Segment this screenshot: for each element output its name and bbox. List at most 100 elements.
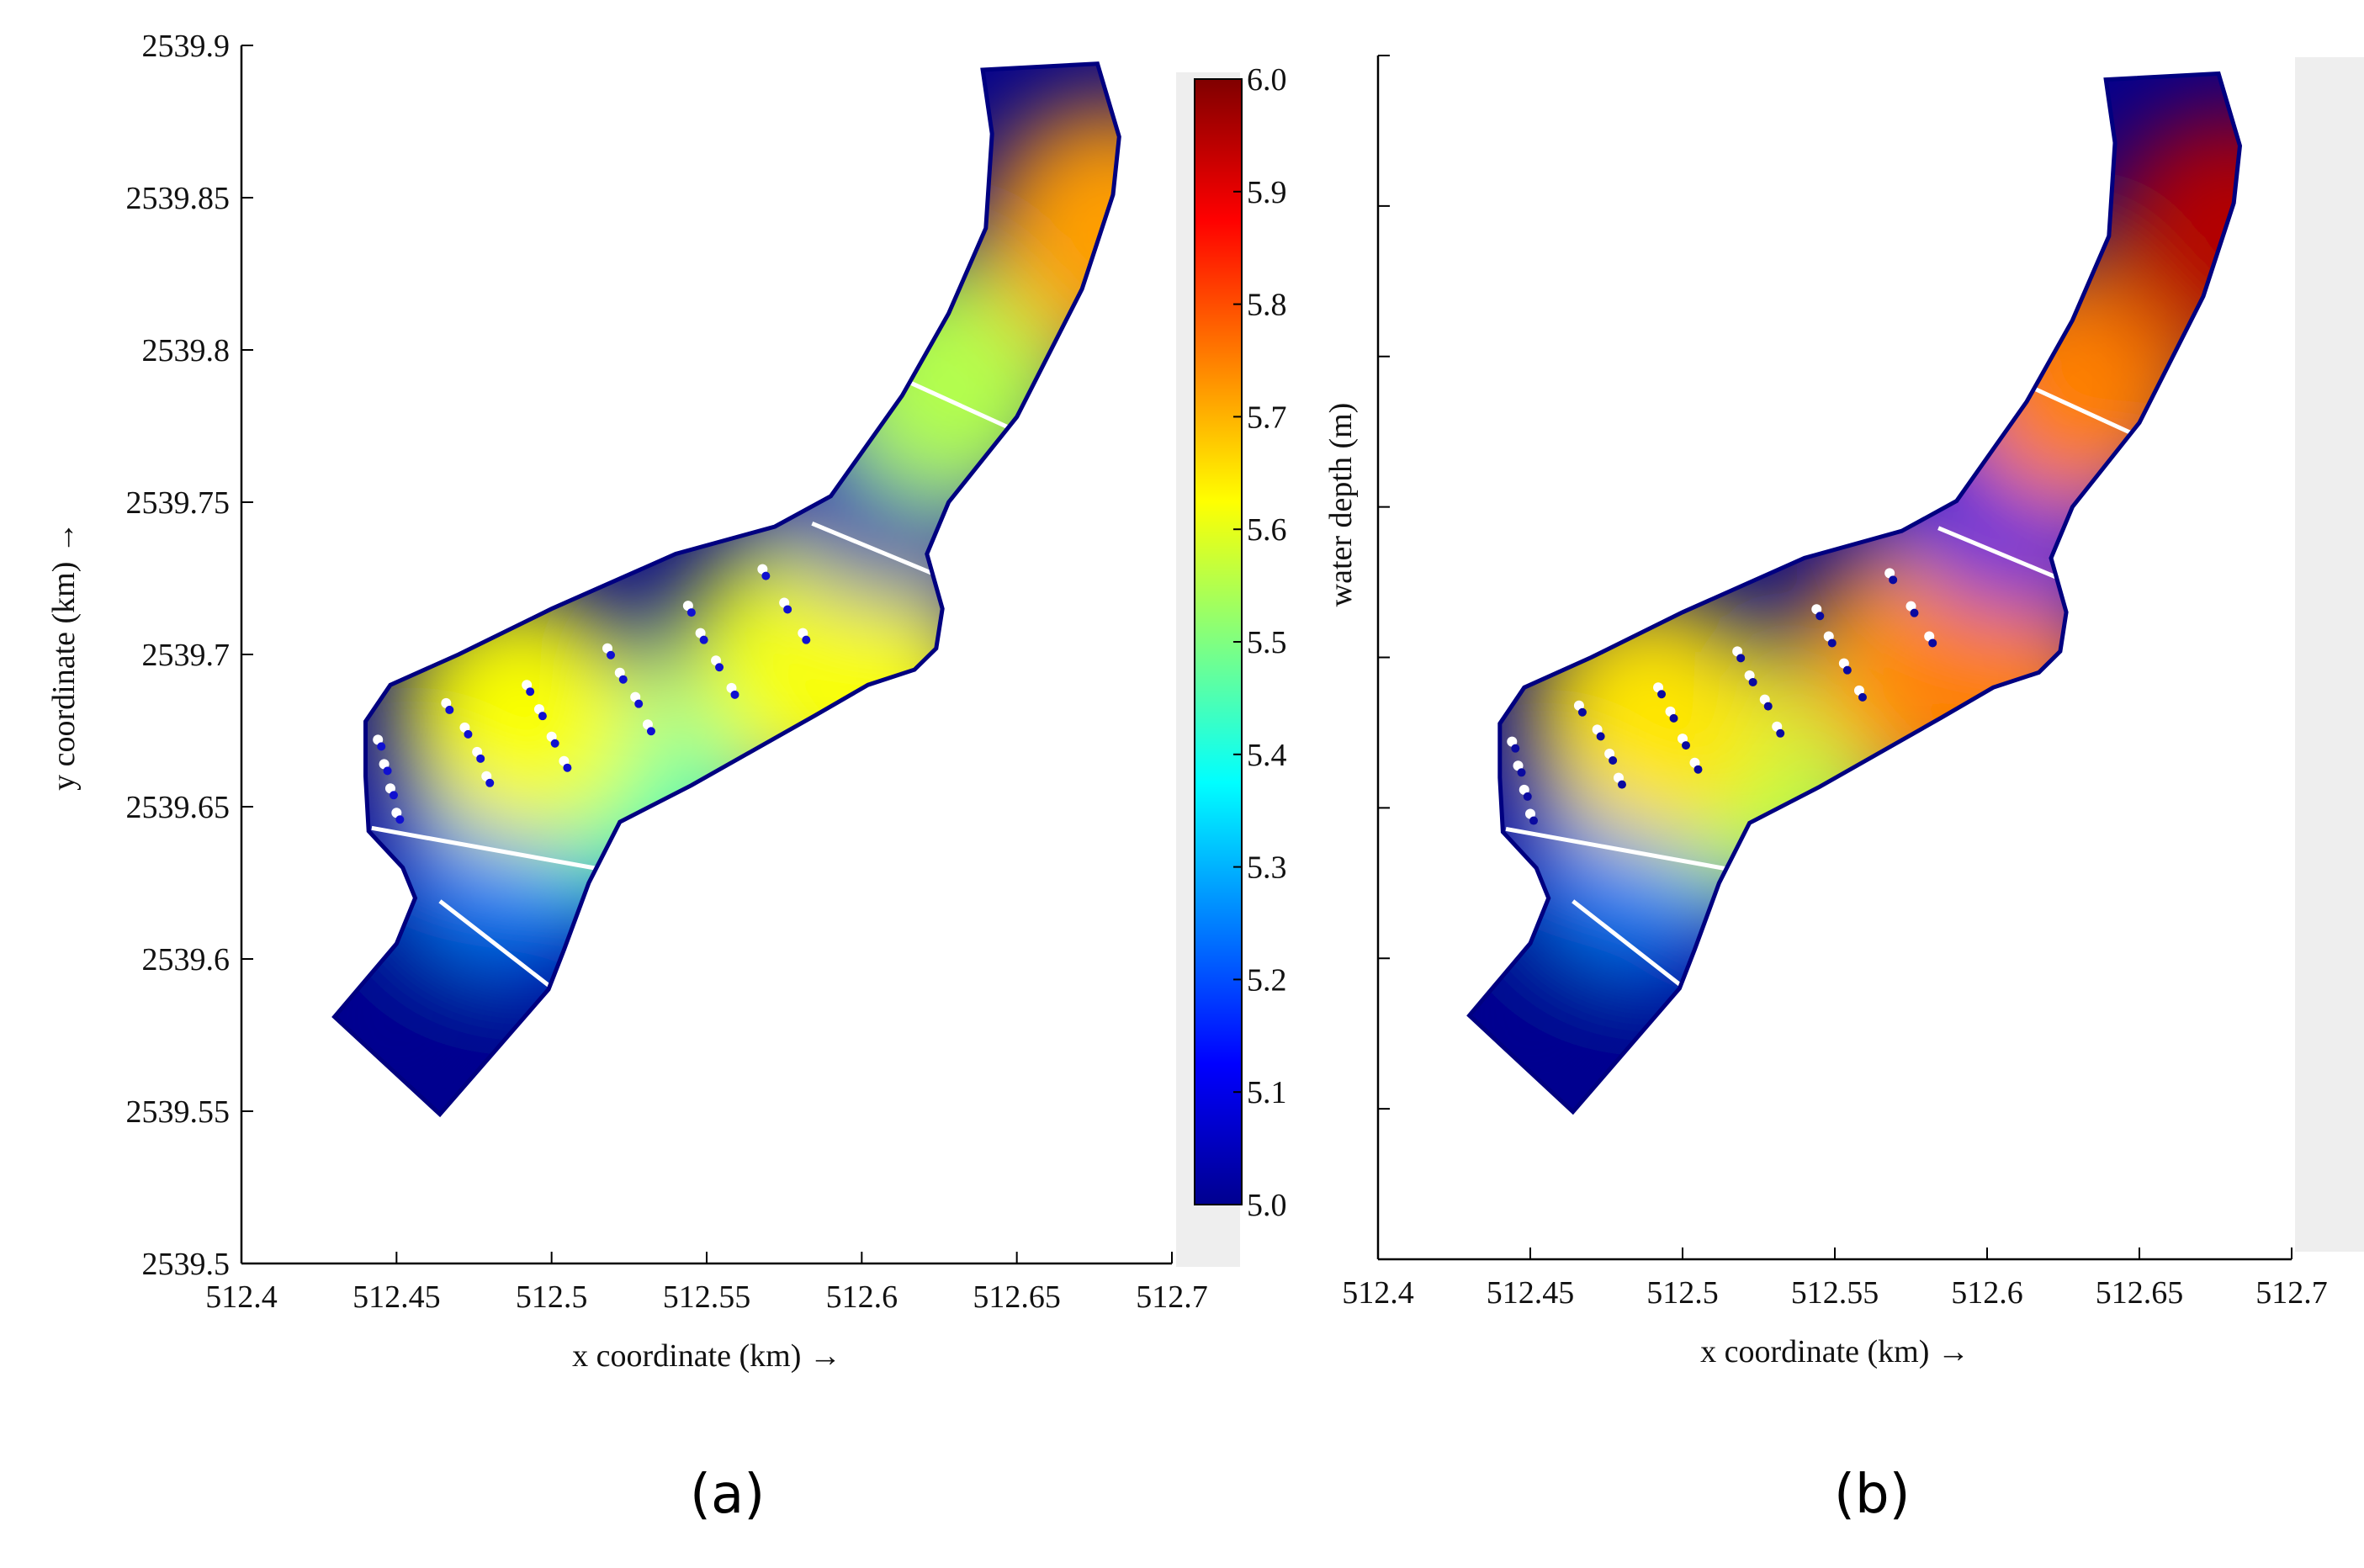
groyne-dot-5-1 (1906, 601, 1916, 612)
groyne-shadow-3-3 (1776, 728, 1785, 738)
groyne-dot-4-1 (1823, 631, 1834, 642)
groyne-shadow-0-1 (383, 766, 392, 776)
groyne-shadow-4-0 (1815, 612, 1825, 621)
panel-b-plot: 512.4 512.45 512.5 512.55 512.6 512.65 512.7 x … (1323, 55, 2328, 1369)
groyne-shadow-1-3 (1617, 780, 1626, 789)
depth-field (334, 63, 1120, 1115)
panel-b-right-strip (2295, 57, 2364, 1252)
x-tick-label-0: 512.4 (1342, 1275, 1414, 1311)
groyne-shadow-3-1 (1748, 677, 1757, 686)
groyne-dot-0-0 (373, 734, 384, 745)
groyne-dot-1-1 (459, 722, 470, 733)
groyne-dot-2-1 (533, 704, 544, 715)
channel-outline (331, 61, 1121, 1118)
groyne-shadow-0-3 (1529, 816, 1538, 825)
x-tick-label-6: 512.7 (2255, 1275, 2328, 1311)
colorbar-tick-label-6: 5.6 (1247, 512, 1287, 548)
groyne-shadow-1-3 (485, 778, 495, 787)
groyne-shadow-1-0 (1577, 707, 1587, 717)
groyne-shadow-4-3 (1858, 692, 1867, 702)
groyne-dot-3-1 (614, 667, 625, 678)
channel-outline (1466, 71, 2243, 1115)
groyne-dot-5-2 (798, 628, 808, 638)
groyne-dot-3-1 (1744, 670, 1755, 681)
cross-section-line-2 (1937, 526, 2076, 587)
groyne-shadow-1-2 (1609, 755, 1618, 765)
colorbar-label: water depth (m) (1323, 403, 1359, 607)
x-tick-label-3: 512.55 (663, 1279, 751, 1315)
panel-label-b: (b) (1834, 1464, 1911, 1526)
groyne-shadow-3-0 (607, 650, 616, 660)
groyne-dot-4-3 (1853, 685, 1864, 696)
groyne-shadow-5-1 (1910, 608, 1919, 617)
y-tick-label-7: 2539.85 (126, 181, 231, 216)
panel-a-plot: 512.4 512.45 512.5 512.55 512.6 512.65 512.7 25… (46, 29, 1208, 1374)
x-axis-label: x coordinate (km) → (572, 1338, 841, 1374)
groyne-shadow-3-2 (1763, 702, 1773, 711)
groyne-dot-2-3 (1689, 757, 1700, 768)
x-tick-label-0: 512.4 (205, 1279, 278, 1315)
depth-field (1469, 73, 2240, 1112)
groyne-shadow-4-2 (1842, 665, 1852, 675)
groyne-dot-1-3 (481, 771, 492, 781)
groyne-shadow-5-0 (1889, 575, 1898, 585)
groyne-dot-4-2 (1838, 658, 1849, 669)
y-tick-label-8: 2539.9 (142, 29, 231, 64)
groyne-dot-1-0 (441, 697, 452, 708)
colorbar-tick-label-2: 5.2 (1247, 962, 1287, 998)
groyne-dot-0-1 (379, 759, 390, 770)
groyne-dot-1-0 (1573, 700, 1584, 711)
depth-sample-3 (394, 589, 647, 842)
groyne-shadow-0-2 (389, 791, 398, 800)
groyne-shadow-2-3 (563, 763, 572, 772)
groyne-dot-0-1 (1513, 760, 1524, 771)
colorbar-tick-label-8: 5.8 (1247, 288, 1287, 323)
groyne-dot-1-3 (1613, 772, 1624, 783)
groyne-shadow-4-3 (730, 690, 739, 699)
groyne-shadow-2-1 (538, 712, 547, 721)
y-tick-label-1: 2539.55 (126, 1094, 231, 1130)
colorbar-tick-label-3: 5.3 (1247, 850, 1287, 886)
groyne-shadow-2-2 (550, 739, 559, 748)
colorbar-tick-label-0: 5.0 (1247, 1188, 1287, 1223)
groyne-dot-3-0 (1732, 646, 1743, 657)
groyne-dot-4-3 (726, 682, 737, 693)
groyne-shadow-3-1 (618, 675, 628, 684)
depth-sample-5 (735, 559, 989, 812)
cross-section-line-1 (1505, 826, 1757, 877)
colorbar-tick-label-4: 5.4 (1247, 738, 1287, 773)
y-tick-label-3: 2539.65 (126, 790, 231, 825)
colorbar-tick-label-9: 5.9 (1247, 175, 1287, 210)
groyne-shadow-5-2 (1928, 638, 1937, 648)
groyne-dot-2-2 (1678, 734, 1688, 744)
depth-sample-0 (1469, 892, 1656, 1112)
x-tick-label-2: 512.5 (516, 1279, 588, 1315)
groyne-shadow-5-1 (783, 605, 792, 614)
groyne-dot-2-2 (546, 731, 557, 742)
depth-sample-8 (2104, 109, 2240, 363)
colorbar-tick-label-10: 6.0 (1247, 62, 1287, 98)
groyne-shadow-3-2 (634, 699, 644, 708)
groyne-dot-2-3 (559, 755, 570, 766)
groyne-dot-3-2 (1759, 694, 1770, 705)
x-tick-label-6: 512.7 (1136, 1279, 1208, 1315)
colorbar-tick-label-1: 5.1 (1247, 1075, 1287, 1110)
groyne-shadow-0-3 (395, 815, 405, 824)
groyne-shadow-4-1 (1827, 638, 1837, 648)
groyne-shadow-4-0 (686, 608, 696, 617)
groyne-dot-2-0 (1653, 682, 1664, 693)
x-tick-label-5: 512.65 (2096, 1275, 2184, 1311)
cross-section-line-0 (1572, 899, 1690, 993)
groyne-shadow-2-0 (526, 687, 535, 697)
groyne-dot-3-3 (1772, 721, 1783, 732)
y-tick-label-0: 2539.5 (142, 1247, 231, 1282)
colorbar-tick-label-7: 5.7 (1247, 400, 1287, 435)
colorbar: 5.0 5.1 5.2 5.3 5.4 5.5 5.6 5.7 5.8 5.9 6.0 (1194, 62, 1287, 1223)
groyne-dot-4-0 (682, 601, 693, 612)
groyne-shadow-0-1 (1517, 768, 1526, 777)
y-tick-label-5: 2539.75 (126, 485, 231, 521)
groyne-shadow-2-1 (1669, 713, 1678, 723)
cross-section-line-2 (811, 522, 953, 584)
groyne-shadow-1-1 (1596, 732, 1605, 741)
